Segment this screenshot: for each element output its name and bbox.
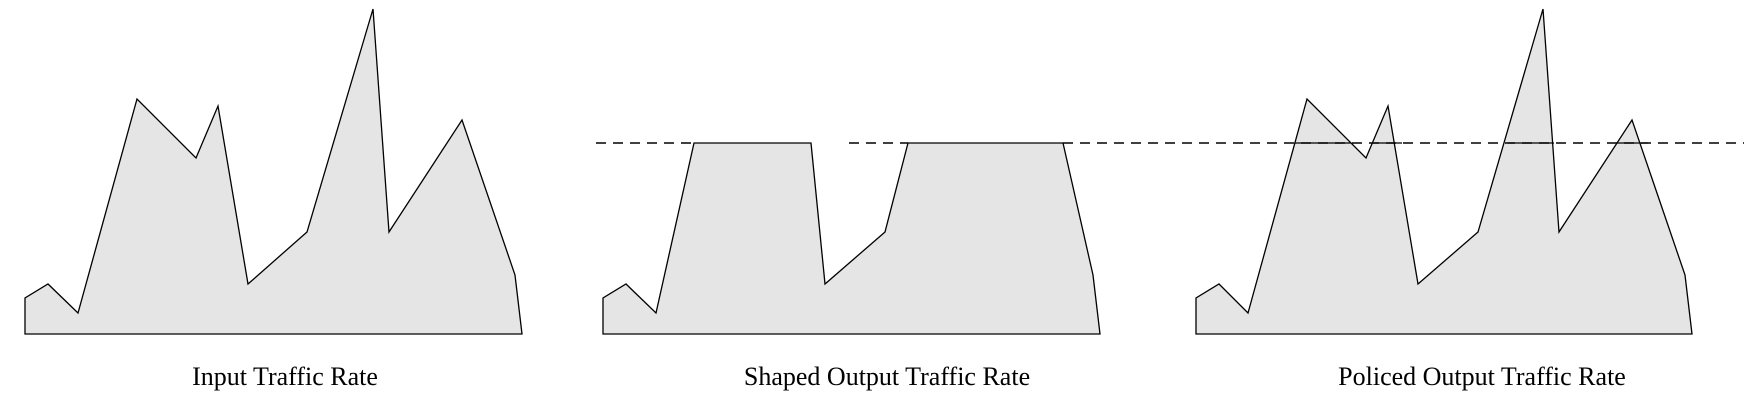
policed-output-caption: Policed Output Traffic Rate: [1338, 362, 1626, 391]
shaped-traffic-area: [602, 142, 1101, 335]
input-traffic-area: [24, 8, 523, 335]
input-traffic-caption: Input Traffic Rate: [192, 362, 378, 391]
policed-traffic-area: [1195, 8, 1693, 335]
input-traffic-panel: [24, 8, 523, 335]
shaped-output-panel: [596, 142, 1101, 335]
policed-output-panel: [1063, 8, 1744, 335]
shaped-output-caption: Shaped Output Traffic Rate: [743, 362, 1031, 391]
